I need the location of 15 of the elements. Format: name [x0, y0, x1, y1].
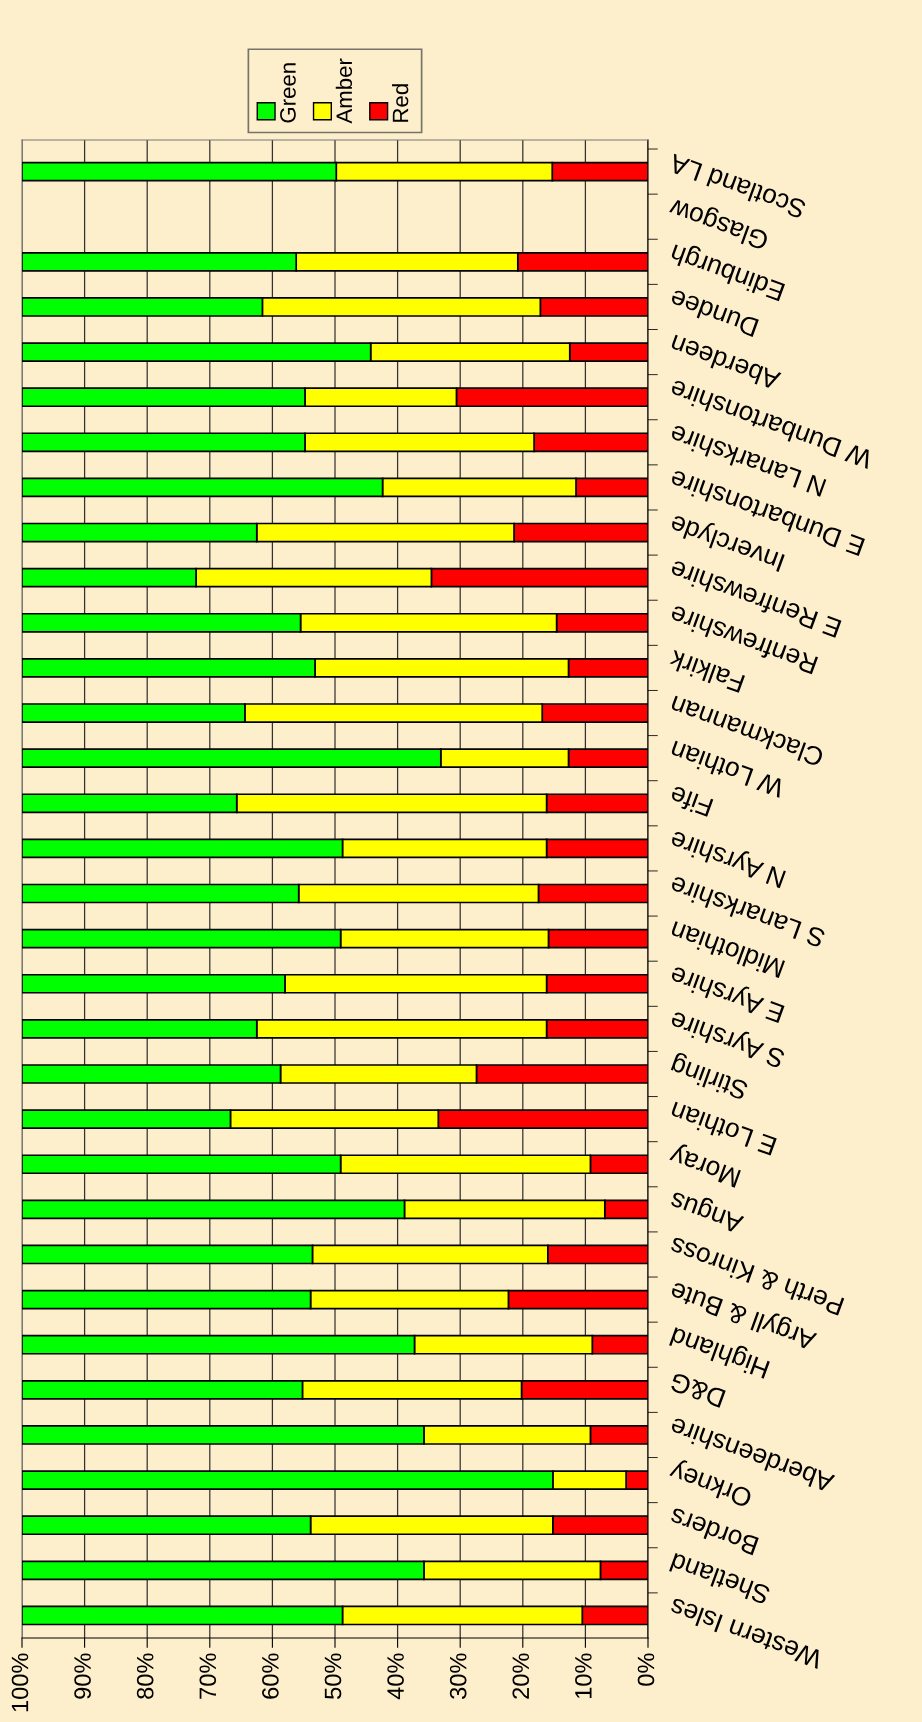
legend-label: Red [392, 84, 409, 122]
x-tick-label: 30% [449, 1653, 467, 1699]
text: Green [280, 63, 296, 123]
x-tick-label: 70% [199, 1653, 217, 1699]
x-tick-label: 10% [575, 1653, 592, 1699]
x-tick-label: 60% [262, 1653, 279, 1699]
x-tick-label: 20% [512, 1653, 530, 1699]
x-tick-label: 90% [74, 1653, 91, 1699]
x-tick-label: 100% [11, 1653, 29, 1712]
y-tick-label: Fife [668, 785, 714, 818]
x-tick-label: 80% [136, 1653, 154, 1699]
x-tick-label: 50% [324, 1653, 342, 1699]
text: Amber [335, 58, 353, 124]
x-tick-label: 0% [637, 1653, 655, 1686]
x-tick-label: 40% [387, 1653, 404, 1700]
